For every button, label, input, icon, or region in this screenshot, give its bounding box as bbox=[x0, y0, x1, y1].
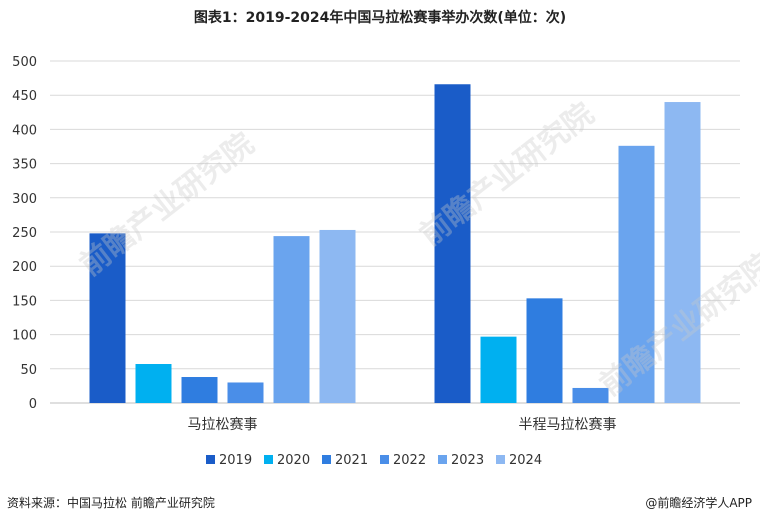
legend-label: 2022 bbox=[393, 453, 426, 468]
y-tick-label: 200 bbox=[12, 260, 37, 275]
bar-2023-1 bbox=[273, 236, 310, 403]
y-tick-label: 250 bbox=[12, 226, 37, 241]
y-tick-label: 500 bbox=[12, 55, 37, 70]
x-category-label: 半程马拉松赛事 bbox=[519, 417, 617, 433]
bar-2021-1 bbox=[181, 377, 218, 403]
bar-2024-2 bbox=[664, 102, 701, 403]
legend-swatch bbox=[206, 455, 215, 464]
legend-swatch bbox=[496, 455, 505, 464]
y-tick-label: 0 bbox=[29, 397, 37, 412]
y-tick-label: 150 bbox=[12, 294, 37, 309]
bar-2019-1 bbox=[89, 233, 126, 403]
legend-swatch bbox=[264, 455, 273, 464]
y-tick-label: 450 bbox=[12, 89, 37, 104]
y-tick-label: 350 bbox=[12, 158, 37, 173]
y-tick-label: 100 bbox=[12, 329, 37, 344]
bar-2021-2 bbox=[526, 298, 563, 403]
bar-2024-1 bbox=[319, 229, 356, 403]
legend-swatch bbox=[322, 455, 331, 464]
bar-2020-1 bbox=[135, 364, 172, 403]
bar-2020-2 bbox=[480, 336, 517, 403]
legend-label: 2021 bbox=[335, 453, 368, 468]
legend-label: 2019 bbox=[219, 453, 252, 468]
legend-swatch bbox=[380, 455, 389, 464]
bar-2022-2 bbox=[572, 387, 609, 403]
bar-2019-2 bbox=[434, 84, 471, 404]
legend-label: 2024 bbox=[509, 453, 542, 468]
bar-2022-1 bbox=[227, 382, 264, 403]
y-tick-label: 300 bbox=[12, 192, 37, 207]
copyright-note: @前瞻经济学人APP bbox=[645, 496, 752, 510]
y-tick-label: 400 bbox=[12, 123, 37, 138]
legend-label: 2020 bbox=[277, 453, 310, 468]
chart-title: 图表1：2019-2024年中国马拉松赛事举办次数(单位：次) bbox=[193, 10, 567, 26]
y-tick-label: 50 bbox=[20, 363, 37, 378]
source-note: 资料来源：中国马拉松 前瞻产业研究院 bbox=[7, 496, 215, 510]
legend-swatch bbox=[438, 455, 447, 464]
x-category-label: 马拉松赛事 bbox=[188, 417, 258, 433]
legend-label: 2023 bbox=[451, 453, 484, 468]
bar-2023-2 bbox=[618, 145, 655, 404]
